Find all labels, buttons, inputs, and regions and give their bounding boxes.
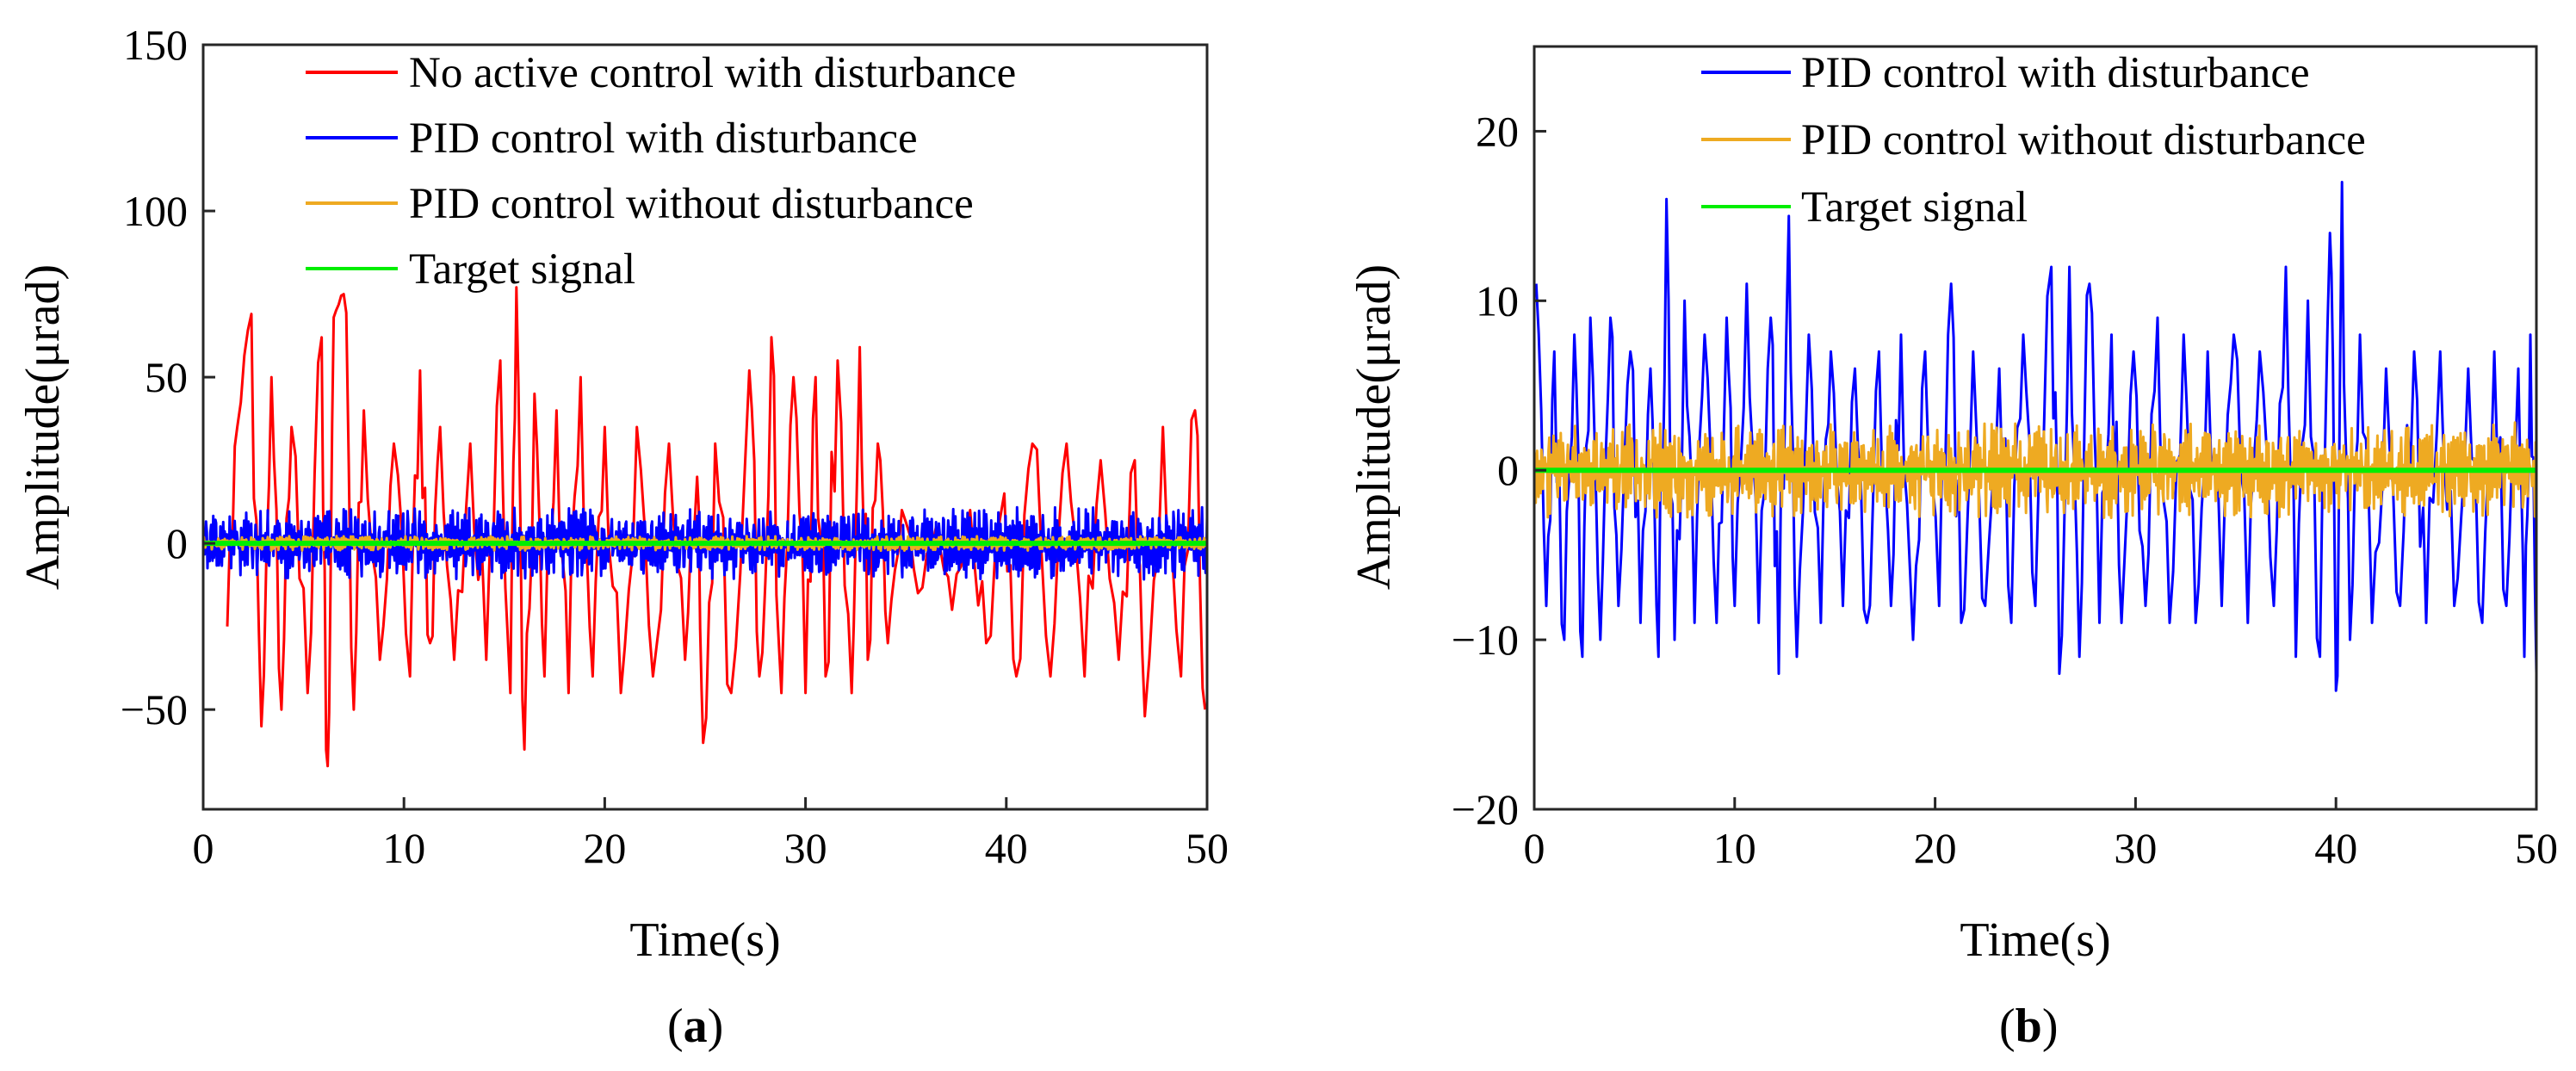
x-tick-label: 40 bbox=[985, 824, 1028, 872]
ticks-a: 0 10 20 30 40 50 −50 0 50 100 150 bbox=[121, 21, 1229, 872]
x-tick-label: 50 bbox=[1186, 824, 1229, 872]
x-tick-label: 0 bbox=[193, 824, 214, 872]
plot-area-a bbox=[203, 45, 1207, 809]
x-tick-label: 20 bbox=[1914, 824, 1957, 872]
x-axis-label-a: Time(s) bbox=[629, 913, 780, 967]
y-tick-label: 10 bbox=[1476, 276, 1519, 325]
x-tick-label: 10 bbox=[382, 824, 425, 872]
axes-box-a bbox=[201, 43, 1209, 811]
y-tick-label: 50 bbox=[145, 353, 188, 401]
chart-panel-a: 0 10 20 30 40 50 −50 0 50 100 150 No active contro… bbox=[16, 21, 1229, 1053]
y-tick-label: −20 bbox=[1452, 785, 1519, 833]
legend-label: PID control with disturbance bbox=[1801, 49, 2310, 97]
axes-box-b bbox=[1533, 45, 2538, 811]
y-tick-label: 100 bbox=[123, 187, 188, 235]
y-tick-label: 20 bbox=[1476, 107, 1519, 155]
y-axis-label-b: Amplitude(μrad) bbox=[1347, 264, 1401, 590]
x-tick-label: 40 bbox=[2314, 824, 2357, 872]
legend-label: Target signal bbox=[1801, 183, 2028, 232]
chart-panel-b: 0 10 20 30 40 50 −20 −10 0 10 20 PID control with … bbox=[1347, 45, 2558, 1053]
panel-caption-a: (a) bbox=[667, 1000, 723, 1053]
y-axis-label-a: Amplitude(μrad) bbox=[16, 264, 70, 590]
series-group-a bbox=[203, 286, 1207, 768]
series-group-b bbox=[1534, 181, 2536, 692]
legend-label: PID control without disturbance bbox=[409, 180, 974, 228]
x-tick-label: 30 bbox=[784, 824, 827, 872]
y-tick-label: −50 bbox=[121, 685, 188, 734]
y-tick-label: 0 bbox=[1497, 446, 1519, 494]
legend-b: PID control with disturbance PID control … bbox=[1701, 49, 2366, 232]
x-axis-label-b: Time(s) bbox=[1960, 913, 2110, 967]
x-tick-label: 30 bbox=[2114, 824, 2157, 872]
panel-caption-b: (b) bbox=[1999, 1000, 2058, 1053]
series-line-pid-control-with-disturbance bbox=[1534, 181, 2536, 692]
legend-label: PID control with disturbance bbox=[409, 115, 918, 163]
x-tick-label: 50 bbox=[2515, 824, 2558, 872]
x-tick-label: 10 bbox=[1713, 824, 1756, 872]
ticks-b: 0 10 20 30 40 50 −20 −10 0 10 20 bbox=[1452, 107, 2558, 872]
y-tick-label: −10 bbox=[1452, 616, 1519, 664]
x-tick-label: 0 bbox=[1524, 824, 1545, 872]
x-tick-label: 20 bbox=[583, 824, 626, 872]
panel-caption-letter-a: a bbox=[684, 1000, 708, 1053]
y-tick-label: 0 bbox=[166, 519, 188, 567]
legend-label: Target signal bbox=[409, 245, 635, 294]
legend-a: No active control with disturbance PID co… bbox=[306, 49, 1016, 294]
legend-label: No active control with disturbance bbox=[409, 49, 1016, 97]
panel-caption-letter-b: b bbox=[2016, 1000, 2042, 1053]
y-tick-label: 150 bbox=[123, 21, 188, 69]
legend-label: PID control without disturbance bbox=[1801, 116, 2366, 164]
series-line-pid-control-without-disturbance bbox=[1534, 421, 2536, 519]
